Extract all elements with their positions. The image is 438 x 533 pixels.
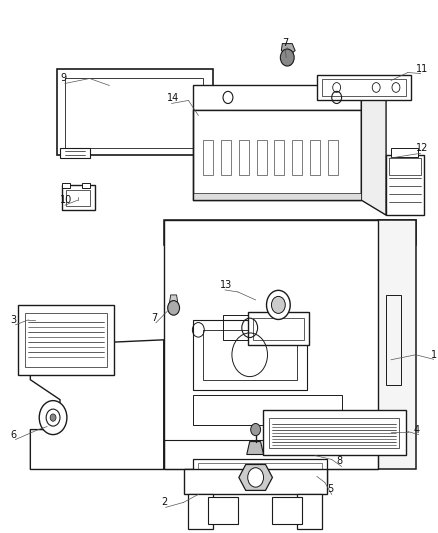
Polygon shape	[262, 410, 406, 455]
Circle shape	[39, 401, 67, 434]
Polygon shape	[62, 185, 95, 210]
Polygon shape	[18, 305, 114, 375]
Polygon shape	[208, 497, 238, 524]
Polygon shape	[60, 148, 90, 158]
Text: 2: 2	[161, 497, 167, 507]
Circle shape	[251, 424, 261, 435]
Circle shape	[50, 414, 56, 421]
Circle shape	[248, 468, 264, 487]
Polygon shape	[239, 464, 272, 490]
Text: 9: 9	[60, 74, 66, 84]
Text: 14: 14	[167, 93, 179, 103]
Text: 4: 4	[414, 425, 420, 434]
Polygon shape	[194, 459, 327, 484]
Polygon shape	[62, 183, 70, 188]
Circle shape	[280, 49, 294, 66]
Circle shape	[266, 290, 290, 319]
Polygon shape	[169, 295, 179, 308]
Polygon shape	[194, 85, 361, 110]
Polygon shape	[378, 220, 416, 470]
Polygon shape	[57, 69, 213, 155]
Polygon shape	[361, 85, 386, 215]
Polygon shape	[317, 76, 411, 100]
Polygon shape	[30, 340, 164, 470]
Text: 11: 11	[416, 63, 428, 74]
Text: 10: 10	[60, 195, 72, 205]
Polygon shape	[82, 183, 90, 188]
Polygon shape	[164, 220, 416, 245]
Polygon shape	[188, 495, 213, 529]
Polygon shape	[194, 110, 361, 200]
Text: 7: 7	[283, 38, 289, 47]
Polygon shape	[281, 44, 295, 55]
Polygon shape	[184, 470, 327, 495]
Text: 3: 3	[11, 315, 17, 325]
Text: 8: 8	[337, 456, 343, 466]
Polygon shape	[164, 220, 378, 470]
Polygon shape	[391, 148, 418, 157]
Text: 1: 1	[431, 350, 437, 360]
Polygon shape	[272, 497, 302, 524]
Circle shape	[168, 301, 180, 315]
Polygon shape	[194, 193, 361, 200]
Polygon shape	[297, 495, 322, 529]
Polygon shape	[386, 155, 424, 215]
Text: 6: 6	[11, 430, 17, 440]
Polygon shape	[194, 245, 376, 315]
Polygon shape	[248, 312, 309, 345]
Text: 12: 12	[416, 143, 428, 154]
Text: 13: 13	[220, 280, 232, 290]
Circle shape	[272, 296, 285, 313]
Polygon shape	[247, 441, 264, 455]
Text: 5: 5	[327, 484, 333, 495]
Text: 7: 7	[151, 313, 157, 323]
